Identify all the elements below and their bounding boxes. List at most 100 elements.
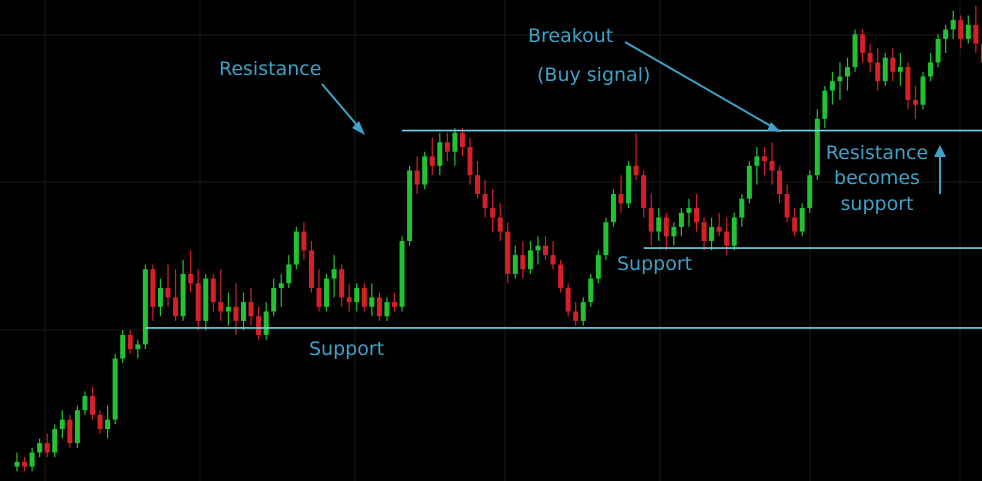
candle-body: [346, 297, 352, 303]
candle-body: [980, 43, 982, 63]
candle: [82, 391, 88, 415]
candle-body: [527, 250, 533, 270]
candle: [399, 236, 405, 312]
candle-body: [97, 414, 103, 429]
candle-body: [150, 269, 156, 307]
resistance-becomes-support-line1: Resistance: [826, 142, 928, 164]
candle-body: [354, 288, 360, 303]
resistance-label: Resistance: [219, 58, 321, 80]
candle: [920, 71, 926, 110]
candle-body: [225, 306, 231, 312]
candle: [512, 245, 518, 279]
candle: [739, 194, 745, 227]
candle-body: [482, 194, 488, 209]
candle-body: [799, 208, 805, 232]
candle: [52, 424, 58, 458]
candle: [761, 147, 767, 176]
candle: [950, 10, 956, 39]
candle-body: [618, 194, 624, 204]
candle: [671, 222, 677, 246]
candle-body: [520, 255, 526, 270]
candle-body: [761, 156, 767, 162]
candle-body: [308, 250, 314, 288]
candle: [867, 43, 873, 72]
candle-body: [875, 62, 881, 82]
candle: [595, 250, 601, 284]
candle-body: [376, 297, 382, 317]
resistance-becomes-support-line2: becomes: [834, 167, 920, 189]
candle: [663, 212, 669, 251]
candle: [142, 264, 148, 350]
candle: [905, 62, 911, 110]
candle-body: [157, 288, 163, 307]
candle: [497, 203, 503, 241]
candle: [278, 273, 284, 307]
candle: [860, 29, 866, 63]
annotations: Resistance Breakout (Buy signal) Support…: [219, 25, 928, 360]
candle: [973, 6, 979, 53]
candle-body: [120, 335, 126, 359]
candle-body: [384, 302, 390, 317]
candle: [588, 273, 594, 307]
candle: [135, 339, 141, 359]
candle: [105, 405, 111, 439]
candle: [407, 165, 413, 246]
candle-body: [218, 302, 224, 312]
candle-body: [173, 297, 179, 317]
candle-body: [278, 283, 284, 288]
candle: [173, 269, 179, 321]
candle: [452, 128, 458, 166]
candle-body: [414, 170, 420, 185]
candle-body: [14, 461, 20, 467]
candle: [799, 203, 805, 237]
candle-body: [845, 67, 850, 77]
candle-body: [286, 264, 292, 284]
candle: [490, 189, 496, 232]
candle-body: [475, 175, 481, 194]
candle: [807, 170, 813, 213]
candle-body: [731, 217, 737, 246]
candle: [912, 85, 918, 119]
candle-body: [558, 264, 564, 288]
candle-body: [784, 194, 790, 218]
candle: [694, 194, 699, 232]
candle-body: [837, 76, 843, 82]
candle-body: [686, 208, 692, 213]
candle: [573, 302, 579, 326]
candle-body: [271, 288, 277, 312]
candle-body: [610, 194, 616, 223]
candle-body: [142, 269, 148, 345]
candle: [429, 137, 435, 176]
candle: [369, 283, 375, 317]
candle-body: [890, 57, 896, 72]
candle: [180, 259, 186, 321]
candle-body: [595, 255, 601, 279]
candle-body: [746, 165, 752, 199]
candles: [14, 6, 982, 472]
candle: [648, 194, 654, 246]
candle: [233, 283, 239, 335]
candle: [127, 330, 133, 354]
candle-body: [263, 311, 269, 335]
lower-support-label: Support: [309, 338, 384, 360]
candle: [241, 292, 246, 331]
candle: [550, 241, 556, 270]
candle: [293, 226, 299, 270]
candle: [935, 34, 941, 68]
candle-body: [82, 396, 88, 411]
candle-body: [105, 419, 111, 429]
candle-body: [429, 156, 435, 166]
candle: [943, 24, 949, 53]
candle: [195, 269, 201, 331]
candle: [678, 208, 684, 237]
candle-body: [512, 255, 518, 274]
candle-body: [135, 344, 141, 350]
candle-body: [648, 208, 654, 232]
candle: [256, 306, 262, 340]
candle-body: [543, 245, 548, 256]
candle: [225, 292, 231, 326]
candle-body: [505, 231, 511, 274]
candle-body: [399, 241, 405, 307]
buy-signal-label: (Buy signal): [537, 64, 650, 86]
candle: [74, 405, 80, 448]
